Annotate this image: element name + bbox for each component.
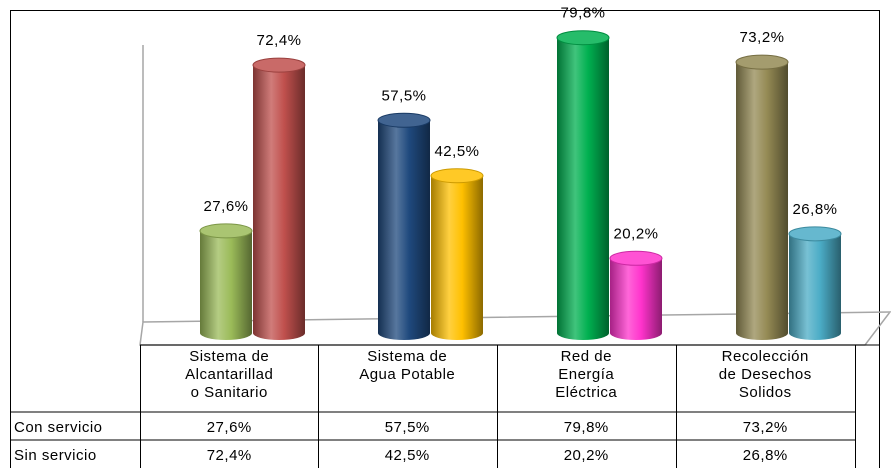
- data-label: 20,2%: [613, 225, 658, 242]
- table-value: 20,2%: [564, 447, 609, 464]
- data-label: 72,4%: [256, 32, 301, 49]
- cylinder: [378, 120, 430, 340]
- data-label: 73,2%: [739, 29, 784, 46]
- table-value: 42,5%: [385, 447, 430, 464]
- cylinder: [431, 175, 483, 340]
- row-label: Con servicio: [14, 419, 103, 436]
- cylinder: [557, 37, 609, 341]
- cylinder-top: [430, 168, 484, 184]
- row-label: Sin servicio: [14, 447, 97, 464]
- cylinder-top: [252, 57, 306, 73]
- data-label: 27,6%: [203, 198, 248, 215]
- category-label: Sistema de Agua Potable: [359, 348, 455, 383]
- table-value: 27,6%: [207, 419, 252, 436]
- cylinder-top: [609, 250, 663, 266]
- data-label: 79,8%: [560, 5, 605, 22]
- cylinder-top: [377, 112, 431, 128]
- category-label: Sistema de Alcantarillad o Sanitario: [185, 348, 273, 401]
- cylinder: [610, 258, 662, 340]
- cylinder: [253, 65, 305, 341]
- table-value: 72,4%: [207, 447, 252, 464]
- chart-frame: [10, 10, 880, 468]
- cylinder-top: [199, 223, 253, 239]
- cylinder: [789, 233, 841, 340]
- table-value: 73,2%: [743, 419, 788, 436]
- cylinder-top: [735, 54, 789, 70]
- data-label: 42,5%: [434, 143, 479, 160]
- data-label: 57,5%: [381, 87, 426, 104]
- cylinder: [736, 62, 788, 340]
- table-value: 26,8%: [743, 447, 788, 464]
- cylinder: [200, 230, 252, 340]
- category-label: Recolección de Desechos Solidos: [719, 348, 812, 401]
- data-label: 26,8%: [792, 201, 837, 218]
- cylinder-top: [556, 30, 610, 46]
- cylinder-top: [788, 226, 842, 242]
- category-label: Red de Energía Eléctrica: [555, 348, 617, 401]
- table-value: 79,8%: [564, 419, 609, 436]
- table-value: 57,5%: [385, 419, 430, 436]
